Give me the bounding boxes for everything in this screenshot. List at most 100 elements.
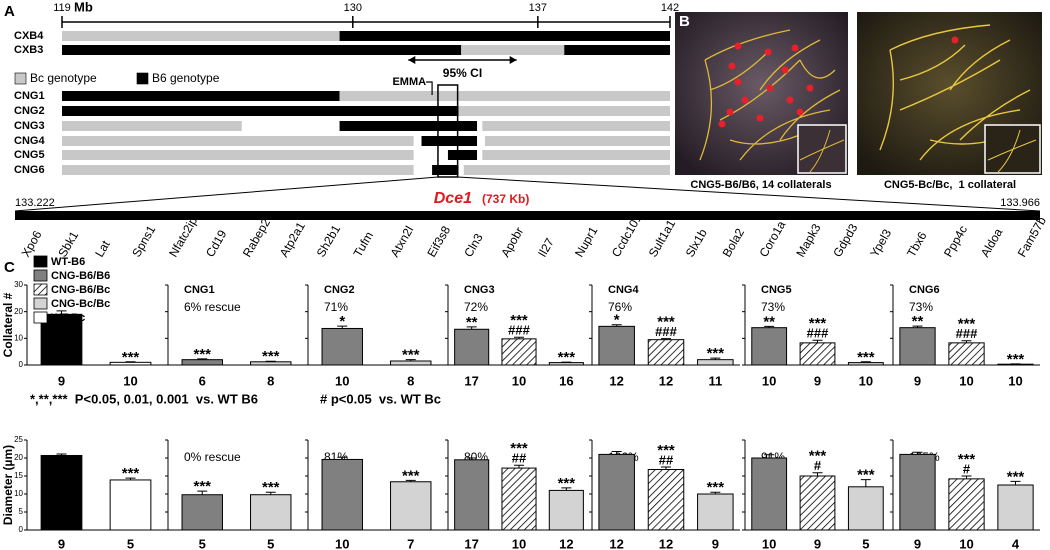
significance-2: ###	[508, 323, 530, 338]
genotype-segment	[339, 121, 478, 131]
group-name: CNG4	[608, 284, 639, 296]
emma-pointer	[426, 81, 433, 95]
locus-bar	[15, 211, 1040, 220]
error-bar	[197, 358, 208, 360]
strain-label: CNG6	[14, 164, 45, 176]
photo-right	[857, 12, 1042, 175]
gene-label: Tufm	[351, 229, 377, 259]
error-bar	[710, 357, 721, 360]
error-bar	[860, 479, 871, 487]
significance-2: ##	[512, 451, 527, 466]
n-label: 12	[659, 536, 673, 550]
ci-label: 95% CI	[443, 66, 482, 80]
n-label: 10	[512, 536, 526, 550]
gene-label: Atxn2l	[387, 224, 416, 260]
group-note: 73%	[909, 300, 933, 314]
bar	[647, 469, 685, 531]
group-name: CNG5	[761, 284, 792, 296]
genotype-segment	[62, 45, 462, 55]
legend-swatch	[33, 297, 48, 310]
genotype-segment	[339, 91, 670, 101]
significance: ***	[958, 451, 976, 468]
error-bar	[611, 451, 622, 455]
n-label: 4	[1012, 536, 1020, 550]
n-label: 5	[862, 536, 869, 550]
error-bar	[125, 477, 136, 480]
bar	[250, 494, 292, 531]
bar	[181, 494, 223, 531]
strain-label: CNG2	[14, 105, 45, 117]
legend-label: WT-B6	[51, 256, 85, 268]
error-bar	[56, 453, 67, 456]
error-bar	[561, 361, 572, 363]
bar	[390, 481, 432, 531]
zoom-line	[457, 176, 1041, 212]
significance-2: ###	[956, 326, 978, 341]
locus-name: Dce1	[434, 190, 472, 207]
error-bar	[514, 336, 524, 339]
significance: ***	[558, 475, 576, 492]
strain-label: CNG3	[14, 120, 45, 132]
genotype-segment	[62, 136, 414, 146]
genotype-segment	[62, 121, 242, 131]
strain-label: CNG1	[14, 90, 45, 102]
legend-label: WT-Bc	[51, 312, 85, 324]
legend-label: Bc genotype	[30, 71, 97, 85]
error-bar	[265, 360, 276, 362]
error-bar	[466, 326, 477, 330]
significance: ***	[809, 448, 827, 465]
bar	[948, 342, 985, 366]
error-bar	[197, 490, 208, 495]
gene-label: Spns1	[129, 223, 158, 260]
gene-label: Bola2	[720, 226, 748, 260]
n-label: 16	[559, 373, 573, 388]
n-label: 9	[712, 536, 719, 550]
x-tick-label: 130	[344, 2, 362, 14]
significance: ***	[657, 314, 675, 331]
bar	[899, 453, 936, 531]
strain-label: CNG4	[14, 135, 45, 147]
legend-label: CNG-Bc/Bc	[51, 298, 110, 310]
n-label: 11	[708, 373, 722, 388]
gene-label: Rabep2	[240, 216, 273, 260]
significance-2: ###	[807, 326, 829, 341]
significance: ***	[857, 467, 875, 484]
gene-label: Sult1a1	[646, 217, 679, 260]
bar	[454, 459, 490, 531]
bar	[751, 327, 788, 366]
genotype-segment	[484, 136, 670, 146]
bar	[799, 475, 836, 531]
significance-2: #	[814, 458, 822, 473]
significance: ***	[809, 315, 827, 332]
locus-size: (737 Kb)	[482, 192, 529, 206]
gene-label: Slx1b	[683, 226, 710, 259]
gene-label: Sbk1	[55, 229, 81, 260]
n-label: 6	[199, 373, 206, 388]
n-label: 10	[762, 536, 776, 550]
error-bar	[405, 479, 416, 482]
y-tick-label: 15	[14, 471, 23, 480]
gene-label: Lat	[92, 237, 113, 259]
legend-label: CNG-B6/B6	[51, 270, 110, 282]
genotype-segment	[62, 106, 459, 116]
significance: ***	[707, 479, 725, 496]
gene-label: Ppp4c	[941, 223, 970, 259]
bar	[948, 478, 985, 531]
gene-label: Coro1a	[756, 218, 788, 259]
error-bar	[860, 361, 871, 363]
significance: *	[339, 313, 345, 330]
genotype-segment	[482, 150, 670, 160]
n-label: 12	[559, 536, 573, 550]
error-bar	[961, 340, 972, 343]
bar	[501, 338, 537, 366]
n-label: 10	[335, 536, 349, 550]
bar	[647, 339, 685, 366]
locus-start: 133.222	[15, 197, 55, 209]
gene-label: Mapk3	[793, 221, 823, 259]
genotype-segment	[564, 45, 670, 55]
n-label: 8	[267, 373, 274, 388]
zoom-line	[14, 176, 438, 212]
genotype-segment	[432, 165, 459, 175]
panel-label: A	[4, 3, 15, 20]
